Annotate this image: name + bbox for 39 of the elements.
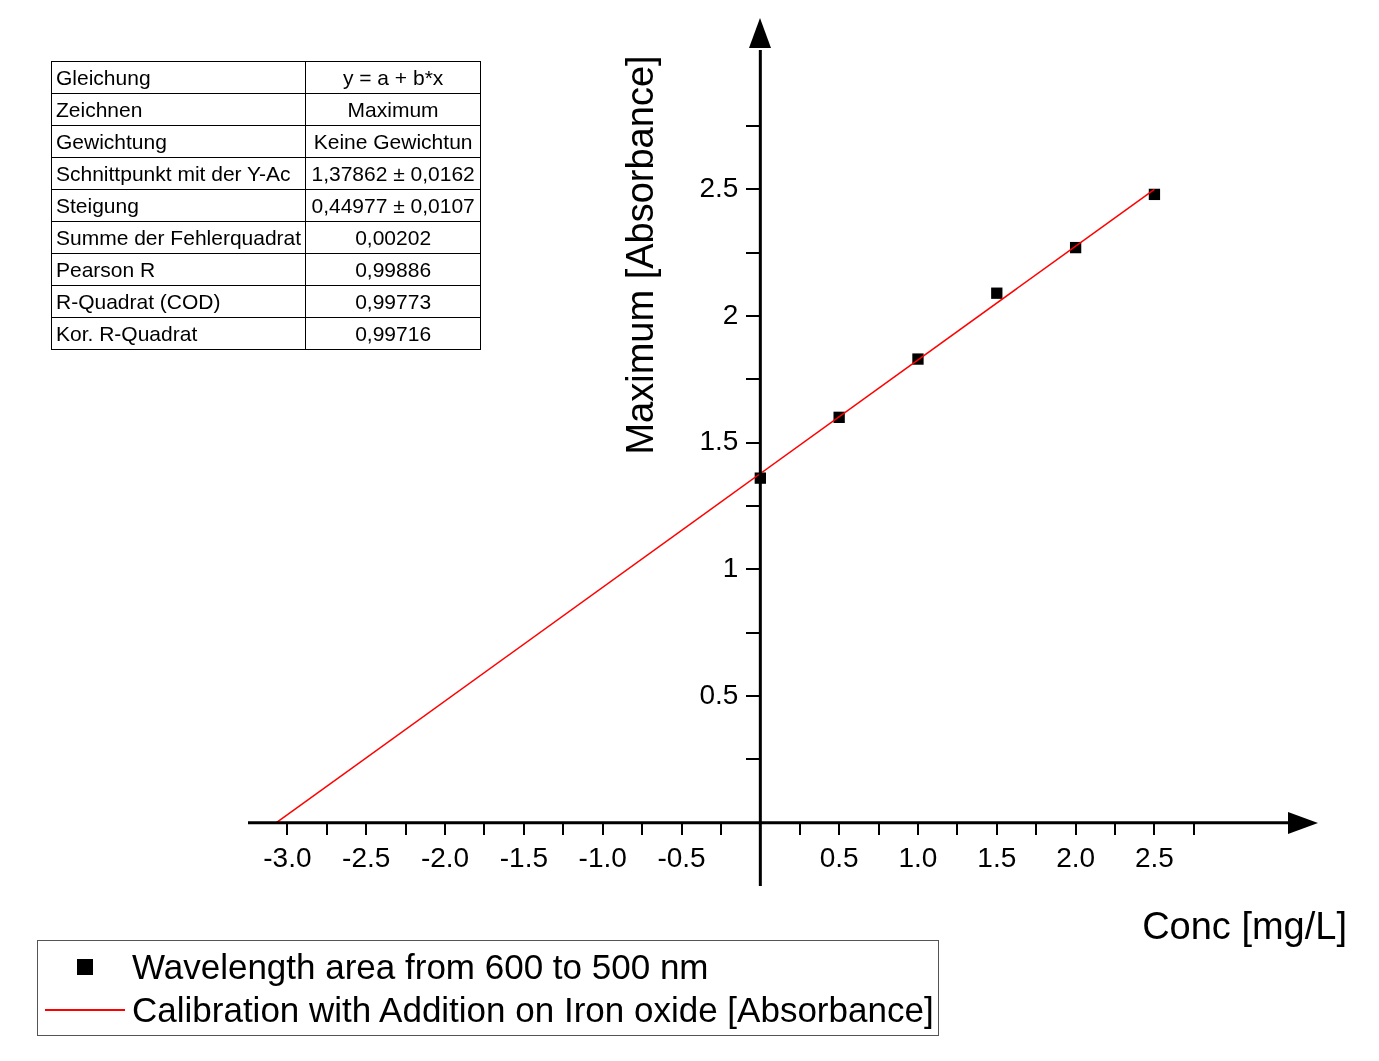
y-tick-label: 1.5 bbox=[699, 425, 739, 457]
text: Gleichung bbox=[51, 61, 306, 94]
x-tick-label: 2.0 bbox=[1056, 842, 1096, 874]
x-tick-label: -2.0 bbox=[420, 842, 470, 874]
annotation: 0,99886 bbox=[305, 253, 481, 286]
annotation: 0,00202 bbox=[305, 221, 481, 254]
legend-label: Calibration with Addition on Iron oxide [Absorbance] bbox=[132, 989, 934, 1030]
y-axis-title: Maximum [Absorbance] bbox=[618, 55, 662, 455]
x-tick-label: 0.5 bbox=[819, 842, 859, 874]
point bbox=[991, 287, 1003, 299]
annotation: Summe der Fehlerquadrat bbox=[51, 221, 306, 254]
text: Steigung bbox=[51, 189, 306, 222]
y-tick-label: 1 bbox=[722, 552, 739, 584]
text: Pearson R bbox=[51, 253, 306, 286]
x-axis-title: Conc [mg/L] bbox=[1142, 905, 1347, 948]
annotation: y = a + b*x bbox=[305, 61, 481, 94]
x-tick-label: 1.5 bbox=[977, 842, 1017, 874]
x-tick-label: 2.5 bbox=[1134, 842, 1174, 874]
x-tick-label: -0.5 bbox=[657, 842, 706, 874]
annotation: Schnittpunkt mit der Y-Ac bbox=[51, 157, 306, 190]
x-tick-label: -2.5 bbox=[342, 842, 391, 874]
annotation: 1,37862 ± 0,0162 bbox=[305, 157, 481, 190]
y-tick-label: 0.5 bbox=[699, 678, 739, 710]
legend-label: Wavelength area from 600 to 500 nm bbox=[132, 946, 709, 987]
annotation: Maximum bbox=[305, 93, 481, 126]
x-tick-label: -1.0 bbox=[578, 842, 627, 874]
annotation: 0,44977 ± 0,0107 bbox=[305, 189, 481, 222]
x-tick-label: -1.5 bbox=[499, 842, 548, 874]
y-tick-label: 2.5 bbox=[699, 172, 739, 204]
annotation: Keine Gewichtun bbox=[305, 125, 481, 158]
x-tick-label: 1.0 bbox=[898, 842, 938, 874]
text: Gewichtung bbox=[51, 125, 306, 158]
text: Zeichnen bbox=[51, 93, 306, 126]
x-tick-label: -3.0 bbox=[263, 842, 312, 874]
text: Kor. R-Quadrat bbox=[51, 317, 306, 350]
annotation: 0,99773 bbox=[305, 285, 481, 318]
text: R-Quadrat (COD) bbox=[51, 285, 306, 318]
annotation: 0,99716 bbox=[305, 317, 481, 350]
y-tick-label: 2 bbox=[722, 298, 739, 330]
